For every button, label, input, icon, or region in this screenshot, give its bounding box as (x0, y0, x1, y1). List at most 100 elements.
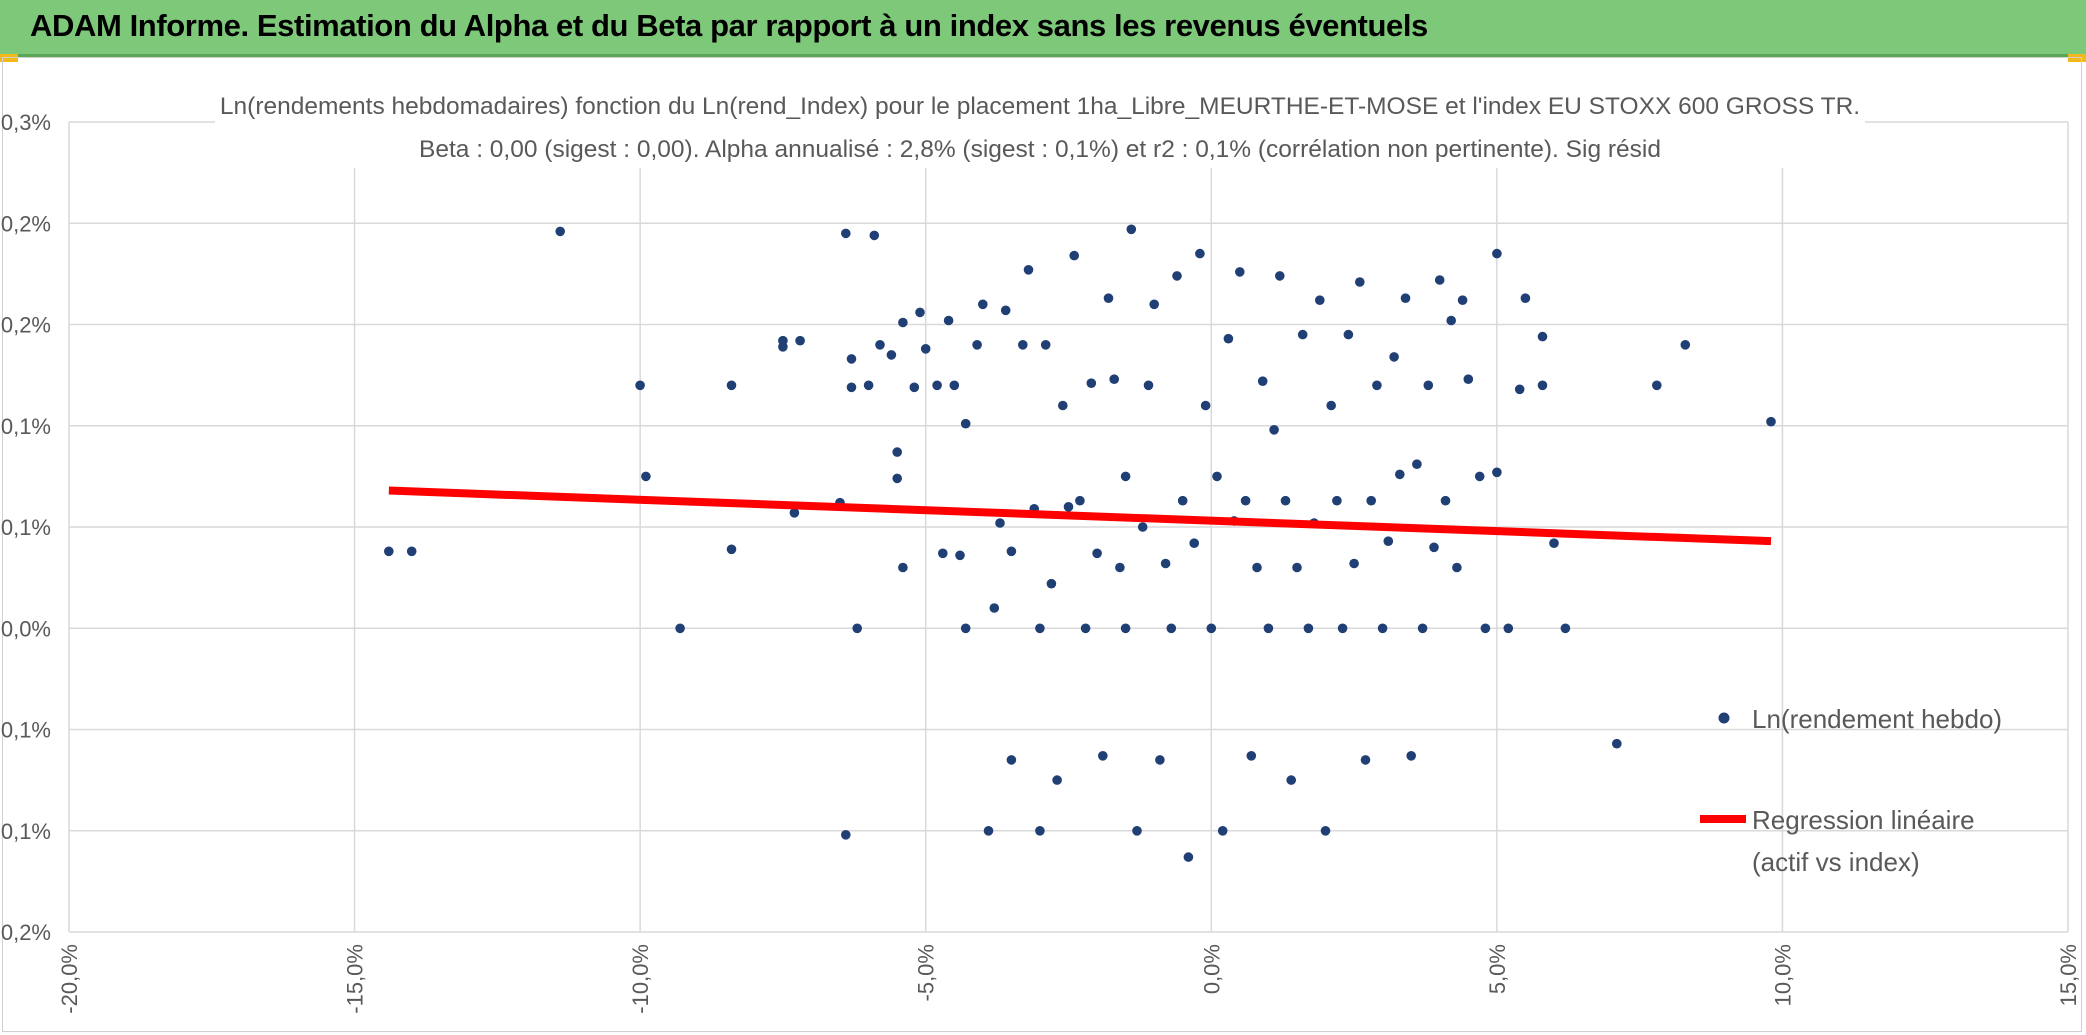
data-point (841, 830, 851, 840)
data-point (1137, 522, 1148, 532)
data-point (1423, 380, 1434, 391)
data-point (1046, 578, 1057, 589)
data-point (726, 380, 737, 391)
data-point (1417, 623, 1428, 634)
data-point (932, 380, 942, 391)
data-point (1212, 471, 1222, 482)
data-point (1337, 623, 1348, 634)
data-point (1098, 751, 1108, 761)
x-tick-label: -15,0% (343, 944, 368, 1014)
data-point (1560, 623, 1571, 634)
data-point (1052, 775, 1062, 785)
data-point (1269, 425, 1279, 435)
data-point (863, 380, 874, 391)
data-point (1000, 305, 1011, 316)
data-point (886, 350, 897, 360)
data-point (1377, 623, 1388, 634)
data-point (1246, 751, 1257, 761)
x-tick-label: 15,0% (2056, 944, 2081, 1006)
chart-legend: Ln(rendement hebdo) Regression linéaire … (1700, 704, 2002, 877)
data-point (1492, 248, 1502, 259)
data-point (1103, 293, 1114, 304)
grid-lines (68, 121, 2069, 933)
legend-marker-points (1718, 712, 1730, 724)
data-point (852, 623, 862, 634)
data-point (1360, 755, 1371, 765)
data-point (1086, 378, 1097, 389)
data-point (1480, 623, 1491, 634)
data-point (1315, 295, 1325, 306)
data-point (1160, 558, 1171, 569)
data-point (1549, 538, 1559, 548)
data-point (995, 518, 1005, 528)
data-point (920, 344, 931, 354)
data-point (1612, 738, 1622, 749)
data-point (641, 471, 651, 482)
data-point (846, 354, 857, 364)
data-point (898, 562, 908, 573)
data-point (1286, 775, 1296, 785)
data-point (869, 230, 880, 241)
data-point (983, 826, 994, 836)
data-point (1149, 299, 1159, 310)
data-point (1006, 546, 1017, 557)
data-point (1292, 562, 1302, 573)
data-point (1040, 340, 1051, 350)
report-banner: ADAM Informe. Estimation du Alpha et du … (0, 0, 2086, 57)
data-point (1189, 538, 1199, 548)
data-point (1155, 755, 1165, 765)
data-point (898, 317, 908, 328)
data-point (1503, 623, 1514, 634)
data-point (1263, 623, 1274, 634)
data-point (1400, 293, 1411, 304)
data-point (1320, 826, 1331, 836)
x-tick-label: -5,0% (914, 944, 939, 1001)
data-point (1069, 250, 1079, 261)
data-point (1389, 352, 1399, 362)
data-point (892, 447, 902, 457)
data-point (989, 603, 1000, 613)
data-point (915, 307, 925, 318)
data-point (1395, 469, 1405, 480)
data-point (1332, 495, 1342, 506)
data-point (1446, 315, 1456, 326)
data-point (1652, 380, 1662, 391)
data-point (1440, 495, 1451, 506)
data-point (960, 623, 971, 634)
data-point (1200, 400, 1211, 411)
data-point (1120, 471, 1131, 482)
data-point (1492, 467, 1502, 478)
data-point (949, 380, 960, 391)
legend-label-points: Ln(rendement hebdo) (1752, 704, 2002, 734)
x-tick-label: -20,0% (57, 944, 82, 1014)
data-point (1172, 271, 1182, 281)
data-point (1349, 558, 1359, 569)
data-point (1520, 293, 1531, 304)
y-tick-label: 0,1% (1, 414, 51, 439)
scatter-points (384, 224, 1776, 862)
data-point (1366, 495, 1376, 506)
data-point (955, 550, 965, 561)
data-point (1257, 376, 1268, 387)
data-point (1006, 755, 1017, 765)
data-point (1303, 623, 1314, 634)
data-point (909, 382, 920, 393)
data-point (1080, 623, 1091, 634)
data-point (1166, 623, 1177, 634)
x-tick-label: -10,0% (628, 944, 653, 1014)
y-tick-label: 0,2% (1, 211, 51, 236)
data-point (1206, 623, 1217, 634)
data-point (1143, 380, 1154, 391)
chart-frame (2, 57, 2082, 1032)
data-point (1297, 329, 1308, 340)
chart-subtitle: Beta : 0,00 (sigest : 0,00). Alpha annua… (419, 136, 1661, 163)
data-point (726, 544, 737, 555)
data-point (1429, 542, 1439, 553)
data-point (1252, 562, 1262, 573)
data-point (1240, 495, 1251, 506)
data-point (1235, 267, 1245, 277)
data-point (1537, 331, 1548, 342)
data-point (943, 315, 954, 326)
x-tick-label: 0,0% (1199, 944, 1224, 994)
